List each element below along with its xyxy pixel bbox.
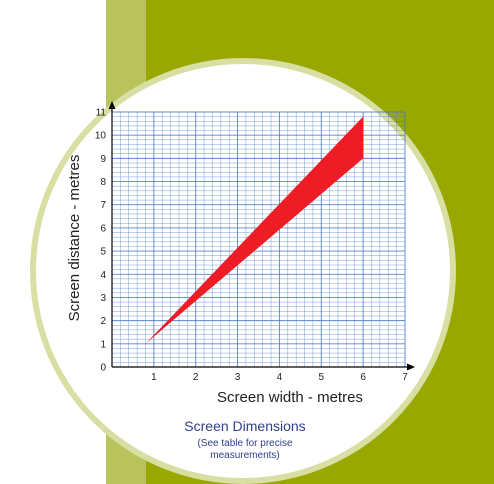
- chart-axes: [108, 101, 415, 371]
- distance-range-area: [145, 116, 364, 344]
- y-axis-label: Screen distance - metres: [66, 155, 83, 322]
- chart-caption-title: Screen Dimensions: [184, 418, 306, 434]
- caption-note-line-1: (See table for precise: [197, 438, 293, 449]
- y-tick-label: 6: [100, 223, 106, 234]
- y-tick-label: 4: [100, 270, 106, 281]
- chart-grid: [112, 111, 406, 367]
- x-tick-label: 1: [151, 372, 157, 383]
- x-axis-label: Screen width - metres: [217, 389, 363, 406]
- y-tick-label: 8: [100, 177, 106, 188]
- y-tick-label: 7: [100, 200, 106, 211]
- y-tick-label: 3: [100, 293, 106, 304]
- x-tick-label: 7: [402, 372, 408, 383]
- y-axis-arrow-icon: [108, 101, 116, 109]
- y-tick-label: 1: [100, 339, 106, 350]
- y-tick-label: 0: [100, 363, 106, 374]
- y-tick-label: 10: [95, 131, 107, 142]
- x-tick-label: 2: [193, 372, 199, 383]
- x-tick-label: 5: [319, 372, 325, 383]
- x-tick-label: 3: [235, 372, 241, 383]
- x-tick-label: 4: [277, 372, 283, 383]
- y-tick-label: 2: [100, 316, 106, 327]
- y-tick-label: 9: [100, 154, 106, 165]
- tick-labels: 1 2 3 4 5 6 7 0 1 2 3 4 5 6 7 8 9 10 11: [95, 108, 408, 384]
- x-tick-label: 6: [360, 372, 366, 383]
- x-axis-arrow-icon: [407, 363, 415, 371]
- chart-caption-note: (See table for precise measurements): [140, 438, 350, 462]
- caption-note-line-2: measurements): [210, 450, 280, 461]
- y-tick-label: 11: [96, 108, 107, 119]
- y-tick-label: 5: [100, 247, 106, 258]
- circle-frame: [30, 58, 456, 484]
